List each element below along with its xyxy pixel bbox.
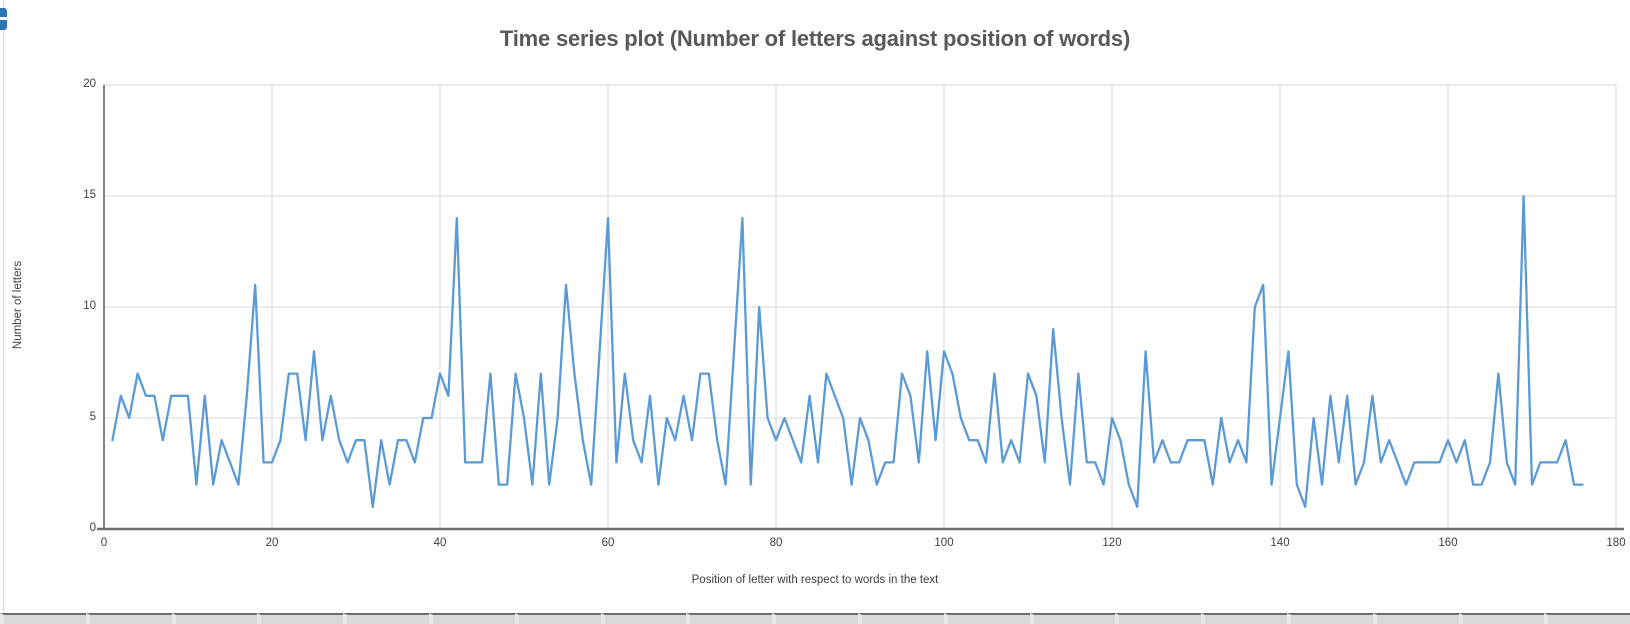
strip-cell: [1544, 613, 1630, 624]
strip-cell: [0, 613, 86, 624]
strip-cell: [857, 613, 944, 624]
strip-cell: [772, 613, 858, 624]
x-tick-label: 160: [1438, 537, 1458, 549]
strip-cell: [1201, 613, 1287, 624]
y-axis-title: Number of letters: [12, 260, 24, 350]
x-tick-label: 20: [265, 537, 279, 549]
strip-cell: [686, 613, 773, 624]
y-tick-label: 20: [83, 78, 96, 90]
x-tick-label: 80: [769, 537, 783, 549]
chart-title: Time series plot (Number of letters agai…: [499, 26, 1131, 51]
corner-icon: [0, 8, 7, 30]
x-tick-label: 120: [1102, 537, 1122, 549]
y-tick-label: 5: [89, 411, 96, 423]
strip-cell: [85, 613, 172, 624]
gridlines: [104, 84, 1617, 529]
strip-cell: [1029, 613, 1116, 624]
strip-cell: [600, 613, 687, 624]
x-tick-label: 100: [934, 537, 954, 549]
axes: [97, 85, 1624, 531]
strip-cell: [1286, 613, 1373, 624]
series-line[interactable]: [111, 194, 1584, 508]
strip-cell: [514, 613, 601, 624]
x-tick-label: 180: [1606, 537, 1626, 549]
strip-cell: [171, 613, 258, 624]
x-tick-label: 40: [433, 537, 447, 549]
strip-cell: [257, 613, 344, 624]
x-tick-label: 60: [601, 537, 615, 549]
y-tick-label: 0: [89, 522, 96, 534]
y-tick-label: 15: [83, 189, 96, 201]
strip-cell: [1115, 613, 1202, 624]
y-tick-label: 10: [83, 300, 96, 312]
strip-cell: [428, 613, 515, 624]
x-axis-title: Position of letter with respect to words…: [691, 574, 939, 586]
strip-cell: [343, 613, 429, 624]
strip-cell: [1372, 613, 1459, 624]
window-left-edge: [3, 0, 4, 624]
strip-cell: [943, 613, 1030, 624]
x-tick-label: 140: [1270, 537, 1290, 549]
x-tick-label: 0: [100, 537, 108, 549]
strip-cell: [1458, 613, 1545, 624]
bottom-cell-strip: [0, 613, 1630, 624]
